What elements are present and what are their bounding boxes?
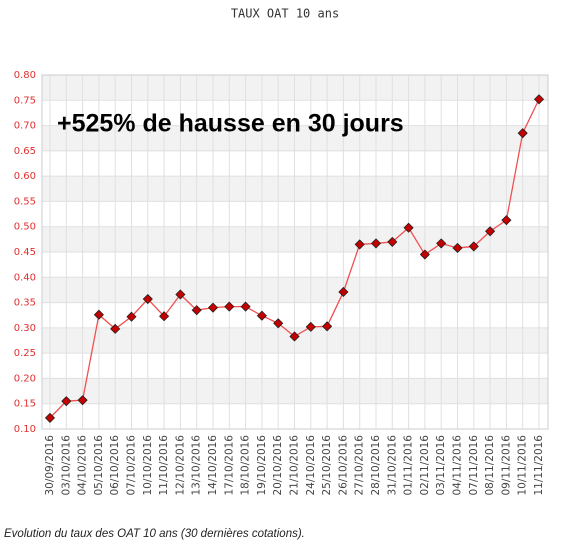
point-marker bbox=[322, 321, 333, 332]
y-tick-label: 0.50 bbox=[14, 222, 36, 233]
y-tick-label: 0.15 bbox=[14, 399, 36, 410]
x-tick-label: 17/10/2016 bbox=[223, 435, 235, 496]
x-tick-label: 30/09/2016 bbox=[44, 435, 56, 496]
point-marker bbox=[77, 395, 88, 406]
x-tick-label: 07/10/2016 bbox=[126, 435, 138, 496]
y-tick-label: 0.80 bbox=[14, 70, 36, 81]
point-marker bbox=[452, 242, 463, 254]
point-marker bbox=[419, 249, 430, 260]
x-tick-label: 05/10/2016 bbox=[93, 435, 105, 496]
y-tick-label: 0.35 bbox=[14, 298, 36, 309]
point-marker bbox=[240, 301, 251, 312]
point-marker bbox=[61, 396, 72, 407]
x-tick-label: 31/10/2016 bbox=[386, 435, 398, 496]
point-marker bbox=[126, 311, 137, 322]
point-marker bbox=[273, 318, 284, 329]
x-tick-label: 10/11/2016 bbox=[517, 435, 529, 496]
point-marker bbox=[305, 321, 316, 332]
x-tick-label: 12/10/2016 bbox=[174, 435, 186, 496]
point-marker bbox=[289, 331, 300, 342]
point-marker bbox=[370, 238, 382, 249]
y-tick-label: 0.70 bbox=[14, 121, 36, 132]
point-marker bbox=[517, 128, 528, 139]
x-tick-label: 08/11/2016 bbox=[484, 435, 496, 496]
y-tick-label: 0.65 bbox=[14, 146, 36, 157]
y-tick-label: 0.30 bbox=[14, 323, 36, 334]
x-tick-label: 18/10/2016 bbox=[240, 435, 252, 496]
y-tick-label: 0.40 bbox=[14, 272, 36, 283]
point-marker bbox=[175, 289, 186, 300]
x-tick-label: 13/10/2016 bbox=[191, 435, 203, 496]
point-marker bbox=[44, 412, 56, 423]
x-tick-label: 04/10/2016 bbox=[77, 435, 89, 496]
x-tick-label: 21/10/2016 bbox=[289, 435, 301, 496]
x-tick-label: 20/10/2016 bbox=[272, 435, 284, 496]
x-tick-label: 24/10/2016 bbox=[305, 435, 317, 496]
x-tick-label: 19/10/2016 bbox=[256, 435, 268, 496]
y-tick-label: 0.60 bbox=[14, 171, 36, 182]
y-tick-label: 0.20 bbox=[14, 373, 36, 384]
x-tick-label: 10/10/2016 bbox=[142, 435, 154, 496]
x-tick-label: 03/10/2016 bbox=[60, 435, 72, 496]
point-marker bbox=[191, 305, 202, 316]
x-tick-label: 26/10/2016 bbox=[337, 435, 349, 496]
point-marker bbox=[436, 238, 447, 249]
chart-title: TAUX OAT 10 ans bbox=[231, 7, 339, 21]
x-tick-label: 14/10/2016 bbox=[207, 435, 219, 496]
point-marker bbox=[110, 323, 121, 334]
point-marker bbox=[256, 310, 267, 321]
point-marker bbox=[207, 302, 219, 313]
y-tick-label: 0.10 bbox=[14, 424, 36, 435]
plot-frame bbox=[41, 74, 549, 430]
x-tick-label: 07/11/2016 bbox=[468, 435, 480, 496]
point-marker bbox=[354, 239, 365, 250]
x-tick-label: 09/11/2016 bbox=[500, 435, 512, 496]
point-marker bbox=[387, 236, 398, 247]
x-tick-label: 02/11/2016 bbox=[419, 435, 431, 496]
point-marker bbox=[533, 94, 545, 105]
x-tick-label: 11/10/2016 bbox=[158, 435, 170, 496]
point-marker bbox=[468, 241, 479, 252]
y-tick-label: 0.75 bbox=[14, 95, 36, 106]
x-tick-label: 04/11/2016 bbox=[452, 435, 464, 496]
caption: Evolution du taux des OAT 10 ans (30 der… bbox=[4, 528, 305, 540]
x-tick-label: 28/10/2016 bbox=[370, 435, 382, 496]
point-marker bbox=[501, 215, 512, 226]
point-marker bbox=[142, 293, 153, 305]
x-tick-label: 03/11/2016 bbox=[435, 435, 447, 496]
y-tick-label: 0.45 bbox=[14, 247, 36, 258]
y-tick-label: 0.55 bbox=[14, 196, 36, 207]
x-tick-label: 11/11/2016 bbox=[533, 435, 545, 496]
point-marker bbox=[338, 286, 349, 298]
point-marker bbox=[224, 301, 235, 312]
x-tick-label: 27/10/2016 bbox=[354, 435, 366, 496]
x-tick-label: 06/10/2016 bbox=[109, 435, 121, 496]
point-marker bbox=[93, 309, 104, 320]
y-tick-label: 0.25 bbox=[14, 348, 36, 359]
x-tick-label: 01/11/2016 bbox=[403, 435, 415, 496]
point-marker bbox=[159, 311, 170, 322]
point-marker bbox=[485, 226, 496, 237]
point-marker bbox=[403, 222, 414, 233]
annotation: +525% de hausse en 30 jours bbox=[57, 110, 404, 138]
x-tick-label: 25/10/2016 bbox=[321, 435, 333, 496]
